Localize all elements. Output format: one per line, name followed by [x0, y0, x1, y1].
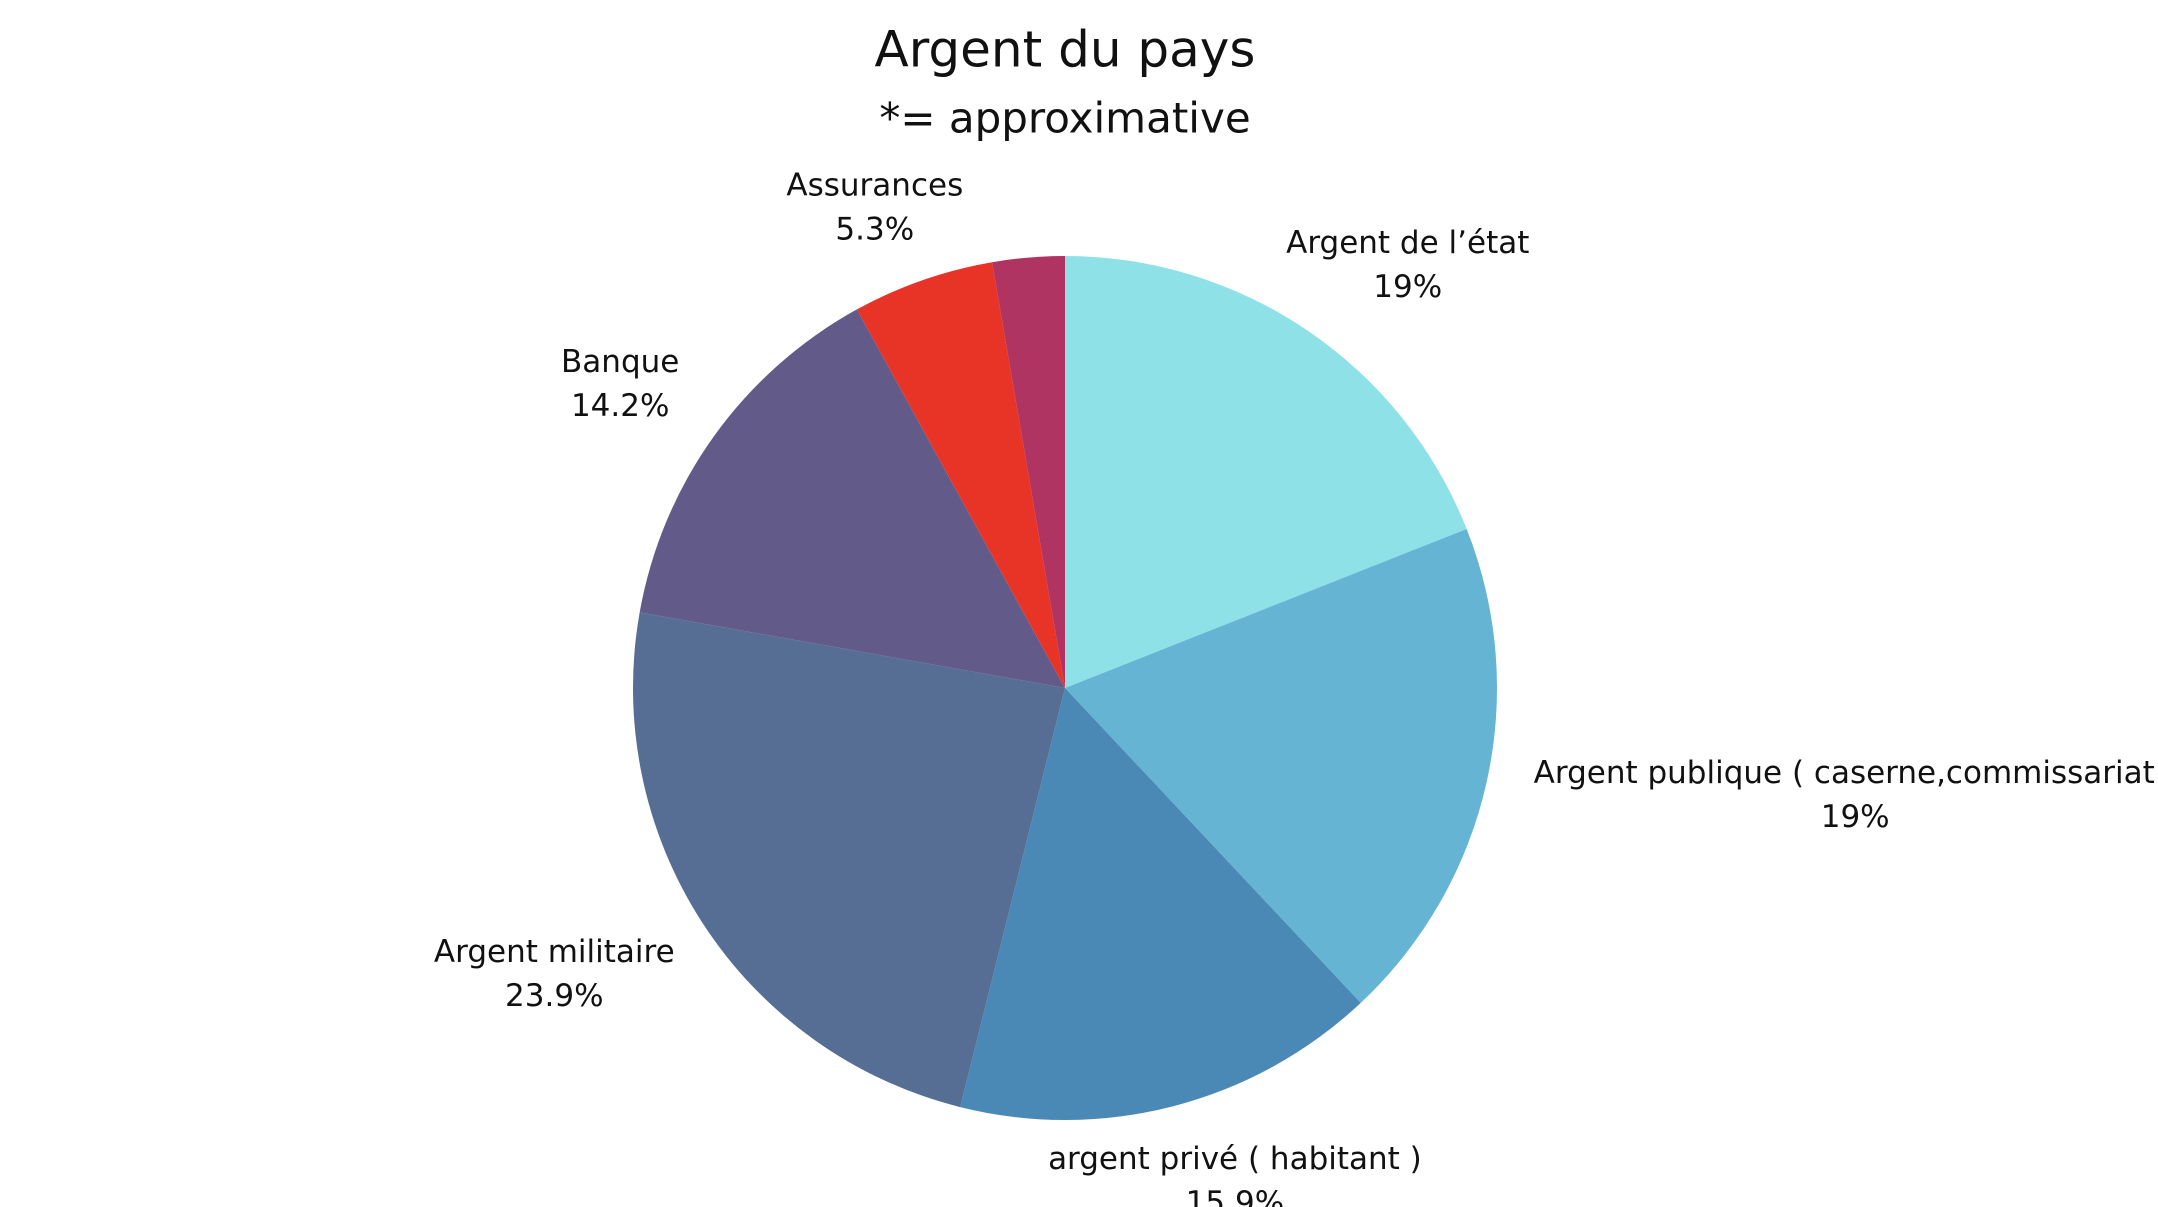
- chart-subtitle: *= approximative: [879, 94, 1250, 143]
- pie-slice: [639, 309, 1065, 688]
- slice-value-label: 19%: [1821, 799, 1890, 835]
- pie-slice: [992, 256, 1065, 688]
- slice-label: Argent publique ( caserne,commissariat ): [1534, 755, 2158, 791]
- slice-value-label: 19%: [1373, 269, 1442, 305]
- slice-value-label: 14.2%: [571, 388, 669, 424]
- pie-slice: [1065, 256, 1467, 688]
- slice-label: Banque: [561, 344, 679, 380]
- slice-value-label: 5.3%: [835, 212, 914, 248]
- pie-slice: [856, 262, 1065, 688]
- pie-slice: [1065, 528, 1497, 1003]
- slice-label: Argent militaire: [434, 934, 675, 970]
- chart-title: Argent du pays: [875, 21, 1256, 79]
- pie-slice: [960, 688, 1361, 1120]
- slice-value-label: 15.9%: [1186, 1185, 1284, 1207]
- slice-label: argent privé ( habitant ): [1048, 1141, 1422, 1177]
- pie-slice: [632, 612, 1065, 1108]
- slice-value-label: 23.9%: [505, 978, 603, 1014]
- slice-label: Assurances: [786, 168, 963, 204]
- slice-label: Argent de l’état: [1286, 225, 1529, 261]
